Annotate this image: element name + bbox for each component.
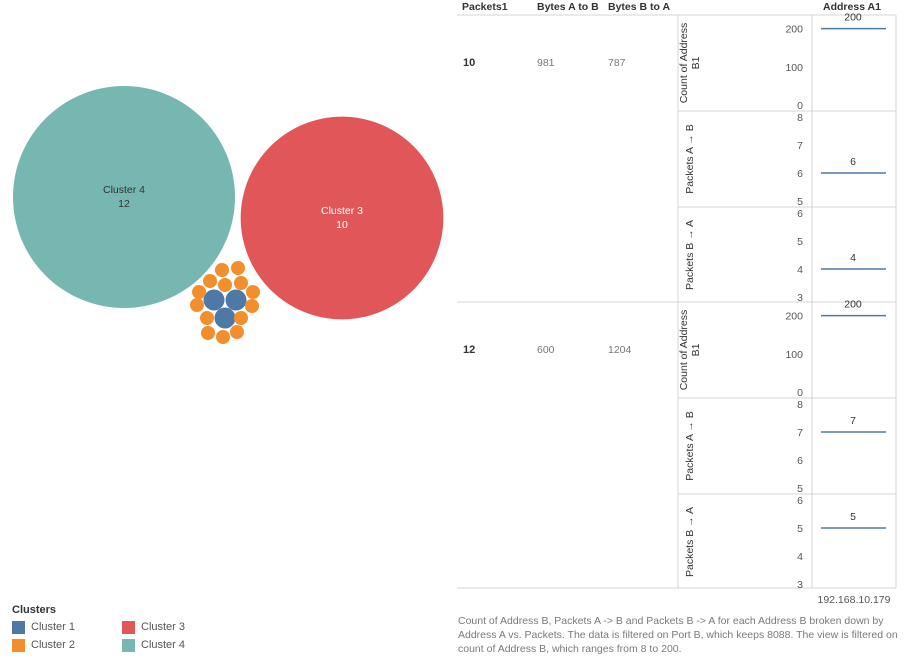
bubble-cluster-2 [201, 326, 215, 340]
measure-label: Packets A → B [684, 411, 696, 480]
axis-tick-label: 200 [785, 311, 803, 323]
measure-label: Packets B → A [684, 220, 696, 290]
bubble-cluster-2 [230, 325, 244, 339]
axis-tick-label: 5 [797, 236, 803, 248]
header-packets: Packets1 [462, 1, 508, 13]
legend-label-cluster-2: Cluster 2 [31, 639, 76, 651]
legend-item-cluster-3[interactable]: Cluster 3 [122, 619, 185, 635]
bubble-cluster-2 [215, 263, 229, 277]
clusters-legend: Clusters Cluster 1 Cluster 2 Cluster 3 C… [12, 604, 232, 659]
measure-label: Packets B → A [684, 507, 696, 577]
axis-tick-label: 100 [785, 62, 803, 74]
axis-tick-label: 0 [797, 387, 803, 399]
measure-label: B1 [690, 56, 702, 69]
legend-label-cluster-1: Cluster 1 [31, 621, 76, 633]
legend-swatch-cluster-3 [122, 620, 135, 634]
bubble-cluster-4 [13, 86, 235, 308]
legend-item-cluster-2[interactable]: Cluster 2 [12, 637, 75, 653]
bubble-cluster-1 [214, 307, 236, 329]
bubble-cluster-2 [231, 261, 245, 275]
value-label: 200 [844, 299, 862, 311]
row-bytes-b-to-a-value: 1204 [608, 344, 632, 356]
bubble-cluster-3 [240, 116, 444, 320]
measure-label: B1 [690, 343, 702, 356]
bubble-cluster-2 [192, 285, 206, 299]
bubble-cluster-2 [245, 299, 259, 313]
legend-label-cluster-3: Cluster 3 [141, 621, 186, 633]
bubble-value-cluster-4: 12 [118, 198, 130, 210]
axis-tick-label: 5 [797, 523, 803, 535]
axis-tick-label: 8 [797, 112, 803, 124]
measure-label: Packets A → B [684, 124, 696, 193]
bubble-cluster-2 [246, 285, 260, 299]
measures-table-chart: Packets1 Bytes A to B Bytes B to A Address … [457, 1, 897, 606]
legend-swatch-cluster-4 [122, 638, 135, 652]
axis-tick-label: 6 [797, 495, 803, 507]
measure-label: Count of Address [678, 23, 690, 104]
chart-caption: Count of Address B, Packets A -> B and P… [458, 615, 898, 655]
axis-tick-label: 7 [797, 427, 803, 439]
header-address-a: Address A1 [823, 1, 881, 13]
axis-tick-label: 4 [797, 264, 803, 276]
column-address-value: 192.168.10.179 [818, 594, 891, 606]
bubble-cluster-2 [216, 330, 230, 344]
axis-tick-label: 5 [797, 483, 803, 495]
legend-swatch-cluster-1 [12, 620, 25, 634]
value-label: 200 [844, 12, 862, 24]
row-bytes-a-to-b-value: 600 [537, 344, 555, 356]
header-bytes-a-to-b: Bytes A to B [537, 1, 599, 13]
axis-tick-label: 200 [785, 24, 803, 36]
axis-tick-label: 7 [797, 140, 803, 152]
axis-tick-label: 5 [797, 196, 803, 208]
bubble-label-cluster-3: Cluster 3 [321, 205, 363, 217]
bubble-cluster-2 [203, 274, 217, 288]
legend-title: Clusters [12, 604, 57, 616]
axis-tick-label: 3 [797, 292, 803, 304]
legend-item-cluster-1[interactable]: Cluster 1 [12, 619, 75, 635]
bubble-value-cluster-3: 10 [336, 219, 348, 231]
bubble-cluster-2 [234, 311, 248, 325]
bubble-cluster-2 [190, 298, 204, 312]
bubble-cluster-1 [225, 289, 247, 311]
axis-tick-label: 8 [797, 399, 803, 411]
value-label: 7 [850, 415, 856, 427]
axis-tick-label: 6 [797, 455, 803, 467]
row-bytes-b-to-a-value: 787 [608, 57, 626, 69]
value-label: 5 [850, 511, 856, 523]
value-label: 6 [850, 156, 856, 168]
bubble-cluster-1 [203, 289, 225, 311]
packed-bubble-chart: Cluster 4 12 Cluster 3 10 [13, 86, 444, 344]
bubble-label-cluster-4: Cluster 4 [103, 184, 145, 196]
axis-tick-label: 0 [797, 100, 803, 112]
value-label: 4 [850, 252, 856, 264]
axis-tick-label: 100 [785, 349, 803, 361]
axis-tick-label: 6 [797, 208, 803, 220]
header-bytes-b-to-a: Bytes B to A [608, 1, 670, 13]
measure-label: Count of Address [678, 310, 690, 391]
axis-tick-label: 4 [797, 551, 803, 563]
axis-tick-label: 3 [797, 579, 803, 591]
row-bytes-a-to-b-value: 981 [537, 57, 555, 69]
legend-label-cluster-4: Cluster 4 [141, 639, 186, 651]
legend-swatch-cluster-2 [12, 638, 25, 652]
bubble-cluster-2 [234, 276, 248, 290]
bubble-cluster-2 [200, 311, 214, 325]
axis-tick-label: 6 [797, 168, 803, 180]
row-packets-value: 12 [463, 344, 475, 356]
legend-item-cluster-4[interactable]: Cluster 4 [122, 637, 185, 653]
row-packets-value: 10 [463, 57, 475, 69]
bubble-cluster-2 [218, 278, 232, 292]
